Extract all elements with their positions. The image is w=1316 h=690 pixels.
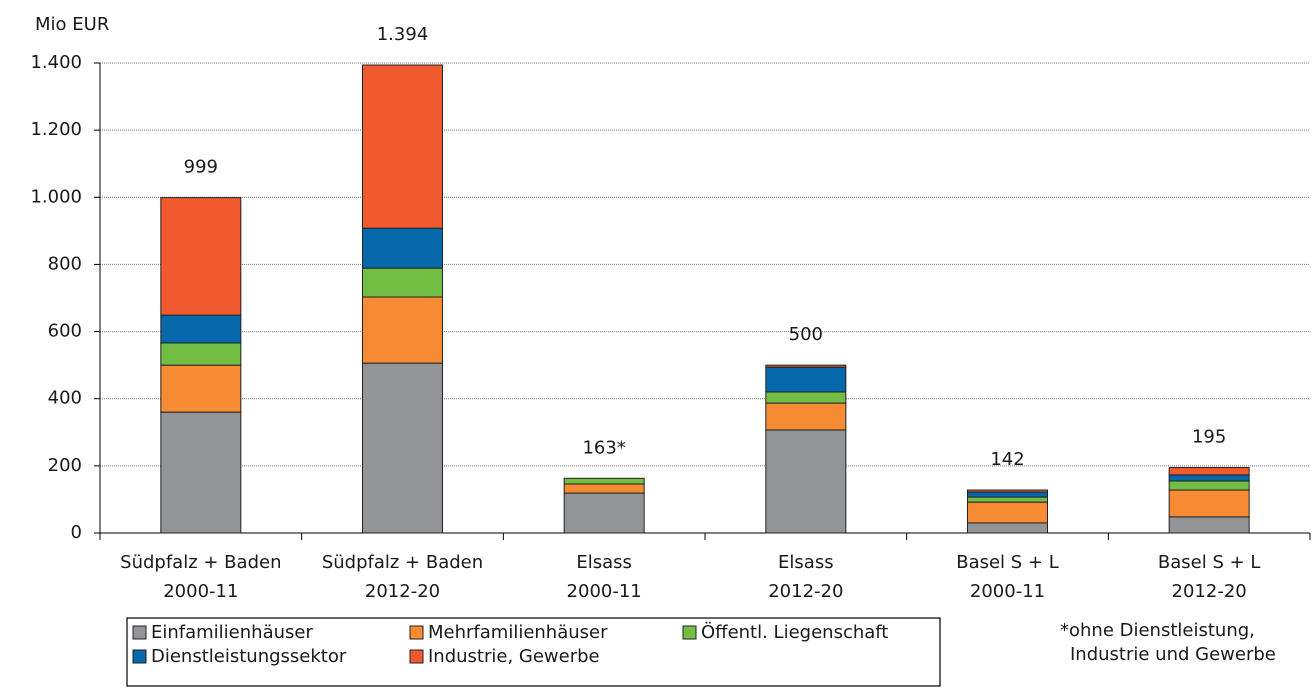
total-label: 999 (184, 157, 218, 178)
legend-label: Mehrfamilienhäuser (428, 622, 608, 643)
x-tick-label: Basel S + L (956, 552, 1059, 573)
y-tick-label: 600 (48, 321, 82, 342)
bar-segment (362, 267, 443, 298)
y-tick-label: 800 (48, 253, 82, 274)
x-tick-label: 2000-11 (567, 581, 642, 602)
bar-segment (563, 477, 645, 485)
total-label: 500 (789, 324, 823, 345)
bar-segment (1168, 467, 1250, 476)
legend-swatch (409, 649, 424, 664)
legend-swatch (682, 625, 697, 640)
bar-segment (160, 314, 242, 344)
x-tick-label: 2012-20 (1172, 581, 1247, 602)
bar-segment (967, 501, 1048, 524)
bar-segment (362, 296, 443, 364)
legend-box (126, 617, 941, 687)
y-tick-label: 0 (71, 522, 82, 543)
bar-segment (563, 492, 645, 534)
bar-segment (563, 483, 645, 494)
x-tick-label: 2012-20 (768, 581, 843, 602)
y-tick-label: 1.000 (30, 186, 82, 207)
y-unit-label: Mio EUR (35, 14, 109, 35)
bar-segment (1168, 474, 1250, 482)
x-tick-label: 2000-11 (970, 581, 1045, 602)
legend-label: Öffentl. Liegenschaft (701, 621, 888, 643)
total-label: 142 (990, 449, 1024, 470)
legend-swatch (409, 625, 424, 640)
bar-segment (967, 522, 1048, 534)
total-label: 163* (582, 437, 625, 458)
bar-segment (160, 364, 242, 413)
footnote: Industrie und Gewerbe (1070, 644, 1276, 665)
x-tick-label: Basel S + L (1158, 552, 1261, 573)
bar-segment (765, 364, 847, 368)
bar-segment (160, 342, 242, 366)
bar-segment (362, 64, 443, 229)
footnote: *ohne Dienstleistung, (1060, 620, 1255, 641)
y-tick-label: 400 (48, 388, 82, 409)
bar-segment (967, 496, 1048, 503)
bar-segment (362, 227, 443, 269)
legend-label: Dienstleistungssektor (151, 646, 347, 667)
x-tick-label: 2000-11 (163, 581, 238, 602)
x-tick-label: Südpfalz + Baden (322, 552, 483, 573)
bar-segment (765, 391, 847, 404)
x-tick-label: Südpfalz + Baden (120, 552, 281, 573)
bar-segment (160, 411, 242, 534)
bar-segment (765, 429, 847, 534)
total-label: 1.394 (377, 24, 429, 45)
bar-segment (765, 402, 847, 431)
y-tick-label: 200 (48, 455, 82, 476)
bar-segment (1168, 489, 1250, 518)
legend-label: Einfamilienhäuser (151, 622, 313, 643)
legend-label: Industrie, Gewerbe (428, 646, 600, 667)
bar-segment (765, 366, 847, 393)
legend-swatch (132, 625, 147, 640)
bar-segment (160, 197, 242, 316)
legend-swatch (132, 649, 147, 664)
x-tick-label: Elsass (778, 552, 834, 573)
y-tick-label: 1.400 (30, 52, 82, 73)
bar-segment (1168, 480, 1250, 491)
total-label: 195 (1192, 427, 1226, 448)
x-tick-label: Elsass (576, 552, 632, 573)
bar-segment (362, 362, 443, 534)
bar-segment (967, 491, 1048, 498)
bar-segment (967, 489, 1048, 493)
bar-segment (1168, 516, 1250, 534)
x-tick-label: 2012-20 (365, 581, 440, 602)
y-tick-label: 1.200 (30, 119, 82, 140)
